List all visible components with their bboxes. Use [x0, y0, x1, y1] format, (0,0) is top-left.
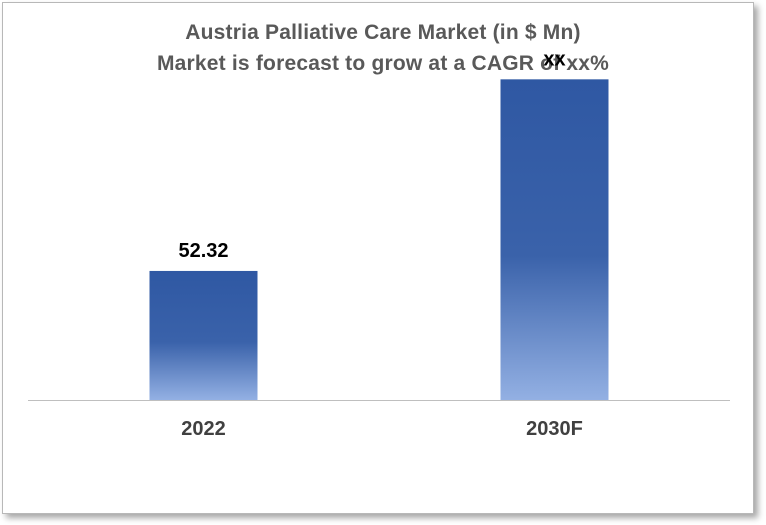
chart-frame	[2, 2, 754, 514]
x-tick-label-2030F: 2030F	[526, 418, 583, 440]
x-tick-label-2022: 2022	[181, 418, 226, 440]
data-label-2022: 52.32	[178, 240, 228, 262]
bar-2030F	[500, 79, 609, 400]
chart-subtitle: Market is forecast to grow at a CAGR of …	[156, 52, 610, 75]
bar-2022	[149, 270, 258, 400]
data-label-2030F: xx	[543, 48, 565, 70]
chart-title: Austria Palliative Care Market (in $ Mn)	[185, 21, 581, 44]
